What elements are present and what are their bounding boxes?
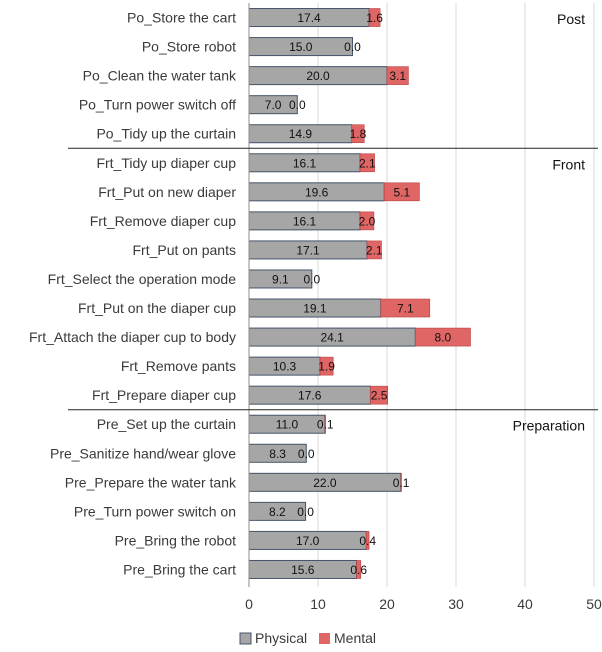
data-label-physical: 17.0 [296, 534, 320, 548]
legend-swatch-mental [319, 633, 330, 644]
bar-mental [365, 531, 370, 550]
bar-mental [368, 8, 381, 27]
x-tick-label: 30 [448, 596, 464, 612]
data-label-mental: 2.5 [371, 389, 388, 403]
bar-mental [356, 560, 362, 579]
data-label-physical: 24.1 [320, 331, 344, 345]
bar-mental [414, 327, 471, 347]
category-label: Po_Tidy up the curtain [96, 126, 236, 142]
category-label: Frt_Put on pants [132, 242, 236, 258]
data-label-mental: 8.0 [435, 331, 452, 345]
data-label-physical: 19.1 [303, 302, 327, 316]
category-label: Po_Clean the water tank [83, 68, 237, 84]
data-label-mental: 0.0 [298, 447, 315, 461]
bar-mental [324, 414, 326, 434]
data-label-mental: 1.8 [350, 127, 367, 141]
data-label-physical: 14.9 [289, 127, 313, 141]
data-label-mental: 3.1 [389, 69, 406, 83]
bar-mental [386, 66, 409, 85]
data-label-mental: 1.9 [318, 360, 335, 374]
data-label-physical: 20.0 [306, 69, 330, 83]
x-tick-label: 50 [586, 596, 602, 612]
data-label-mental: 0.0 [289, 98, 306, 112]
bar-mental [366, 240, 382, 260]
data-label-mental: 0.0 [297, 505, 314, 519]
data-label-physical: 15.6 [291, 563, 315, 577]
data-label-physical: 17.1 [296, 243, 320, 257]
bar-mental [319, 356, 334, 376]
bar-mental [383, 182, 420, 202]
group-label: Preparation [513, 418, 585, 434]
data-label-physical: 8.3 [269, 447, 286, 461]
data-label-mental: 0.1 [393, 476, 410, 490]
legend-swatch-physical [239, 632, 252, 645]
legend-label-physical: Physical [255, 630, 307, 646]
data-label-mental: 0.1 [317, 418, 334, 432]
data-label-mental: 2.0 [359, 214, 376, 228]
data-label-mental: 5.1 [393, 185, 410, 199]
data-label-mental: 1.6 [366, 11, 383, 25]
x-tick-label: 0 [245, 596, 253, 612]
bar-mental [400, 473, 402, 492]
data-label-mental: 0.0 [303, 272, 320, 286]
data-label-physical: 22.0 [313, 476, 337, 490]
category-label: Frt_Tidy up diaper cup [96, 155, 236, 171]
bar-mental [351, 124, 365, 144]
data-label-physical: 16.1 [293, 214, 317, 228]
group-label: Front [552, 156, 585, 172]
bar-mental [370, 385, 388, 405]
bar-mental [380, 298, 431, 318]
data-label-mental: 2.1 [366, 243, 383, 257]
data-label-mental: 0.6 [350, 563, 367, 577]
data-label-physical: 8.2 [269, 505, 286, 519]
category-label: Pre_Prepare the water tank [65, 474, 237, 490]
data-label-physical: 10.3 [273, 360, 297, 374]
data-label-mental: 0.0 [344, 40, 361, 54]
x-tick-label: 10 [310, 596, 326, 612]
data-label-physical: 17.6 [298, 389, 322, 403]
category-label: Frt_Put on new diaper [98, 184, 236, 200]
data-label-physical: 19.6 [305, 185, 329, 199]
x-tick-label: 40 [517, 596, 533, 612]
category-label: Pre_Bring the robot [115, 532, 237, 548]
category-label: Pre_Sanitize hand/wear glove [50, 445, 236, 461]
category-label: Po_Store the cart [127, 10, 236, 26]
group-label: Post [557, 11, 585, 27]
category-label: Pre_Bring the cart [123, 561, 236, 577]
x-tick-label: 20 [379, 596, 395, 612]
category-label: Pre_Set up the curtain [97, 416, 236, 432]
data-label-physical: 7.0 [265, 98, 282, 112]
category-label: Frt_Select the operation mode [48, 271, 237, 287]
category-label: Po_Store robot [142, 39, 236, 55]
category-label: Pre_Turn power switch on [74, 503, 236, 519]
category-label: Frt_Attach the diaper cup to body [29, 329, 236, 345]
bar-mental [359, 153, 375, 173]
category-label: Frt_Put on the diaper cup [78, 300, 236, 316]
category-label: Frt_Prepare diaper cup [92, 387, 236, 403]
category-label: Frt_Remove pants [121, 358, 236, 374]
data-label-mental: 7.1 [397, 302, 414, 316]
category-label: Po_Turn power switch off [79, 97, 236, 113]
data-label-physical: 16.1 [293, 156, 317, 170]
data-label-mental: 2.1 [359, 156, 376, 170]
category-label: Frt_Remove diaper cup [90, 213, 237, 229]
legend-label-mental: Mental [334, 630, 376, 646]
data-label-physical: 17.4 [297, 11, 321, 25]
data-label-mental: 0.4 [359, 534, 376, 548]
data-label-physical: 9.1 [272, 272, 289, 286]
data-label-physical: 15.0 [289, 40, 313, 54]
data-label-physical: 11.0 [276, 418, 299, 432]
bar-mental [359, 211, 375, 231]
